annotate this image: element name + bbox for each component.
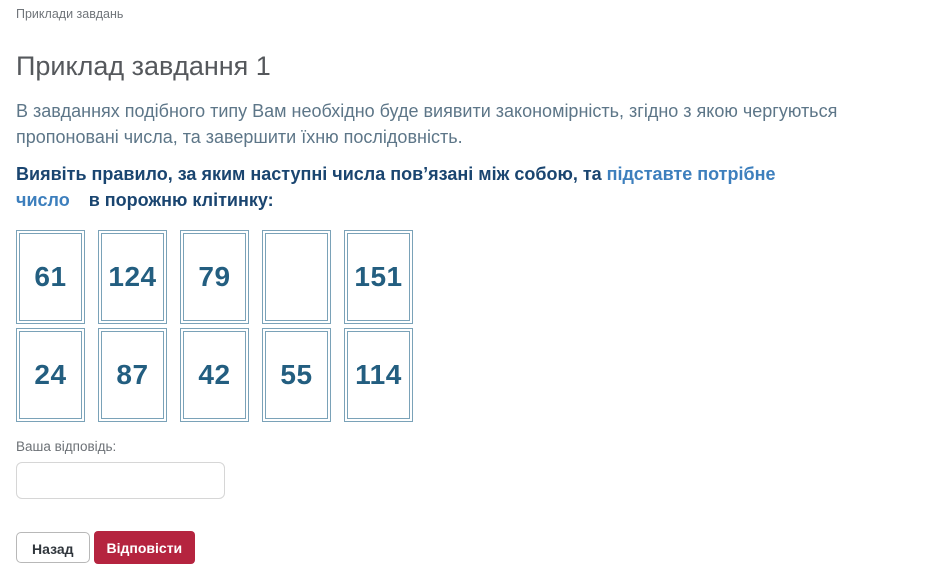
- number-sequence-grid: 61 24 124 87 79 42: [16, 230, 936, 422]
- number-column-3: 79 42: [180, 230, 249, 422]
- number-value: 114: [347, 331, 410, 419]
- page-title: Приклад завдання 1: [16, 51, 271, 81]
- number-value: 24: [19, 331, 82, 419]
- number-column-2: 124 87: [98, 230, 167, 422]
- number-value: 79: [183, 233, 246, 321]
- number-cell-bottom: 42: [180, 328, 249, 422]
- number-value-empty: [265, 233, 328, 321]
- task-description: В завданнях подібного типу Вам необхідно…: [16, 101, 838, 147]
- instruction-text-highlight: підставте потрібне: [606, 164, 776, 184]
- number-cell-top: 79: [180, 230, 249, 324]
- number-value: 42: [183, 331, 246, 419]
- number-value: 87: [101, 331, 164, 419]
- number-cell-top: 124: [98, 230, 167, 324]
- number-cell-bottom: 55: [262, 328, 331, 422]
- number-cell-bottom: 24: [16, 328, 85, 422]
- back-button[interactable]: Назад: [16, 532, 90, 563]
- number-cell-top: 151: [344, 230, 413, 324]
- number-value: 61: [19, 233, 82, 321]
- number-cell-bottom: 114: [344, 328, 413, 422]
- number-column-1: 61 24: [16, 230, 85, 422]
- number-column-4: 55: [262, 230, 331, 422]
- answer-input[interactable]: [16, 462, 225, 499]
- submit-answer-button[interactable]: Відповісти: [93, 531, 196, 564]
- instruction-text-dark: в порожню клітинку:: [88, 190, 274, 210]
- answer-label: Ваша відповідь:: [16, 439, 117, 454]
- instruction-text-dark: Виявіть правило, за яким наступні числа …: [16, 164, 602, 184]
- number-cell-top: 61: [16, 230, 85, 324]
- number-value: 151: [347, 233, 410, 321]
- task-instruction: Виявіть правило, за яким наступні числа …: [16, 161, 936, 213]
- number-column-5: 151 114: [344, 230, 413, 422]
- breadcrumb[interactable]: Приклади завдань: [16, 7, 124, 21]
- number-cell-bottom: 87: [98, 328, 167, 422]
- number-value: 55: [265, 331, 328, 419]
- action-buttons: Назад Відповісти: [16, 531, 936, 564]
- number-cell-top-empty: [262, 230, 331, 324]
- number-value: 124: [101, 233, 164, 321]
- instruction-text-highlight: число: [16, 190, 70, 210]
